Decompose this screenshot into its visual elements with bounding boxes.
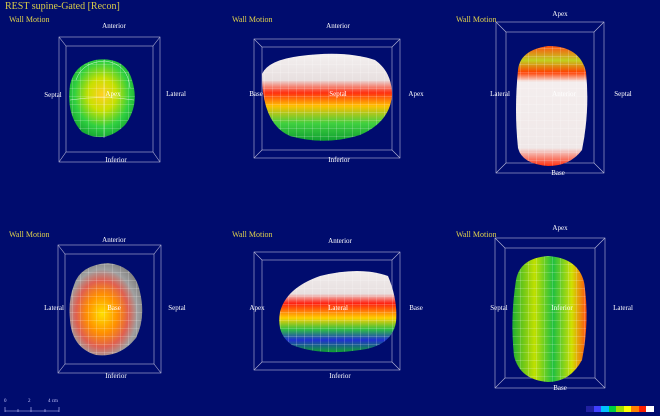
panel-3-dir-center: Anterior xyxy=(552,90,576,98)
panel-4-dir-top: Anterior xyxy=(102,236,126,244)
panel-1-dir-top: Anterior xyxy=(102,22,126,30)
colorbar-swatch xyxy=(623,406,632,412)
panel-4-label: Wall Motion xyxy=(9,230,50,239)
scale-tick-2: 2 xyxy=(28,399,31,404)
panel-6-dir-top: Apex xyxy=(552,224,568,232)
panel-2-label: Wall Motion xyxy=(232,15,273,24)
panel-6-render xyxy=(494,237,606,389)
panel-6-dir-left: Septal xyxy=(490,304,508,312)
panel-1-dir-left: Septal xyxy=(44,91,62,99)
color-scale-bar xyxy=(586,406,654,412)
panel-1-dir-right: Lateral xyxy=(166,90,186,98)
colorbar-swatch xyxy=(601,406,609,412)
panel-6-dir-right: Lateral xyxy=(613,304,633,312)
panel-3-dir-bottom: Base xyxy=(551,169,565,177)
panel-5-dir-top: Anterior xyxy=(328,237,352,245)
scale-bar: 0 2 4 cm xyxy=(4,399,64,413)
panel-3-label: Wall Motion xyxy=(456,15,497,24)
panel-2-dir-bottom: Inferior xyxy=(328,156,350,164)
panel-3-dir-top: Apex xyxy=(552,10,568,18)
panel-3-render xyxy=(495,21,605,174)
panel-4-render xyxy=(57,244,162,374)
panel-5-render xyxy=(253,251,401,371)
panel-2-dir-center: Septal xyxy=(329,90,347,98)
scale-tick-4: 4 cm xyxy=(48,399,58,404)
panel-5-dir-left: Apex xyxy=(249,304,265,312)
panel-5-label: Wall Motion xyxy=(232,230,273,239)
scale-line xyxy=(4,407,60,412)
colorbar-swatch xyxy=(638,406,647,412)
scale-tick-0: 0 xyxy=(4,399,7,404)
panel-5-dir-center: Lateral xyxy=(328,304,348,312)
panel-6-label: Wall Motion xyxy=(456,230,497,239)
panel-5-dir-bottom: Inferior xyxy=(329,372,351,380)
colorbar-swatch xyxy=(616,406,624,412)
colorbar-swatch xyxy=(631,406,639,412)
colorbar-swatch xyxy=(608,406,617,412)
panel-2-dir-left: Base xyxy=(249,90,263,98)
panel-4-dir-right: Septal xyxy=(168,304,186,312)
panel-1-dir-bottom: Inferior xyxy=(105,156,127,164)
window-title: REST supine-Gated [Recon] xyxy=(5,1,120,12)
colorbar-swatch xyxy=(593,406,602,412)
panel-3-dir-left: Lateral xyxy=(490,90,510,98)
panel-2-dir-top: Anterior xyxy=(326,22,350,30)
panel-4-dir-bottom: Inferior xyxy=(105,372,127,380)
colorbar-swatch xyxy=(586,406,594,412)
panel-4-dir-left: Lateral xyxy=(44,304,64,312)
panel-1-label: Wall Motion xyxy=(9,15,50,24)
panel-5-dir-right: Base xyxy=(409,304,423,312)
panel-2-render xyxy=(253,38,401,159)
panel-6-dir-center: Inferior xyxy=(551,304,573,312)
panel-6-dir-bottom: Base xyxy=(553,384,567,392)
panel-4-dir-center: Base xyxy=(107,304,121,312)
colorbar-swatch xyxy=(646,406,654,412)
panel-2-dir-right: Apex xyxy=(408,90,424,98)
panel-1-dir-center: Apex xyxy=(105,90,121,98)
panel-1-render xyxy=(58,36,161,163)
panel-3-dir-right: Septal xyxy=(614,90,632,98)
